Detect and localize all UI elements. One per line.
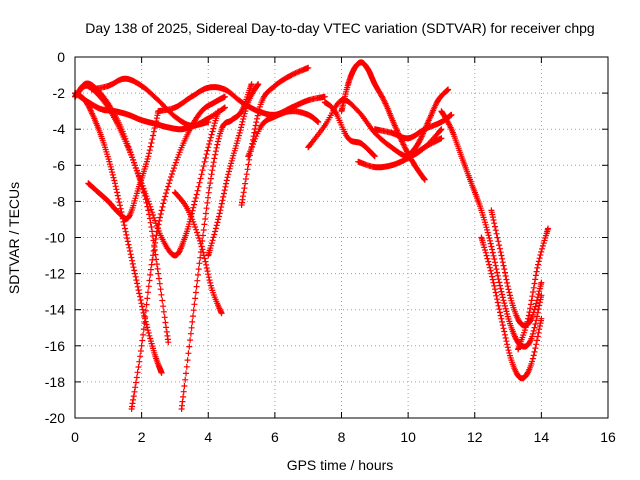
y-tick-label: -10 xyxy=(45,230,65,246)
series-arc-16 xyxy=(338,59,428,183)
series-arc-22 xyxy=(515,225,551,353)
y-tick-label: -2 xyxy=(53,85,66,101)
x-tick-label: 2 xyxy=(138,429,146,445)
x-tick-label: 10 xyxy=(400,429,416,445)
y-tick-label: 0 xyxy=(57,49,65,65)
x-tick-label: 6 xyxy=(271,429,279,445)
series-arc-23 xyxy=(488,207,545,329)
plus-markers xyxy=(205,81,262,259)
y-tick-label: -14 xyxy=(45,302,65,318)
series-arc-11 xyxy=(205,81,262,259)
plus-markers xyxy=(85,108,162,222)
series-arc-7 xyxy=(128,93,228,412)
plus-markers xyxy=(128,93,228,412)
x-axis-ticks: 0 2 4 6 8 10 12 14 16 xyxy=(71,57,616,445)
y-tick-label: -4 xyxy=(53,121,66,137)
plus-markers xyxy=(171,189,225,317)
plus-markers xyxy=(405,86,452,160)
series-arc-19 xyxy=(405,86,452,160)
plus-markers xyxy=(488,207,545,329)
series-arc-10 xyxy=(171,189,225,317)
x-tick-label: 4 xyxy=(204,429,212,445)
chart-title: Day 138 of 2025, Sidereal Day-to-day VTE… xyxy=(85,20,594,36)
y-axis-label: SDTVAR / TECUs xyxy=(6,182,22,294)
y-tick-label: -8 xyxy=(53,193,66,209)
x-tick-label: 16 xyxy=(600,429,616,445)
plus-markers xyxy=(355,135,445,171)
x-tick-label: 0 xyxy=(71,429,79,445)
x-tick-label: 14 xyxy=(534,429,550,445)
y-tick-label: -12 xyxy=(45,266,65,282)
x-axis-label: GPS time / hours xyxy=(287,457,394,473)
y-tick-label: -16 xyxy=(45,338,65,354)
series-arc-13 xyxy=(245,108,322,160)
series-arc-17 xyxy=(355,135,445,171)
y-tick-label: -6 xyxy=(53,157,66,173)
plot-area-border xyxy=(74,56,609,419)
y-tick-label: -20 xyxy=(45,410,65,426)
x-tick-label: 12 xyxy=(467,429,483,445)
data-points xyxy=(72,59,551,412)
x-tick-label: 8 xyxy=(338,429,346,445)
y-tick-label: -18 xyxy=(45,374,65,390)
series-arc-6 xyxy=(85,108,162,222)
plus-markers xyxy=(515,225,551,353)
y-axis-ticks: 0 -2 -4 -6 -8 -10 -12 -14 -16 -18 -20 xyxy=(45,49,608,426)
plus-markers xyxy=(245,108,322,160)
plus-markers xyxy=(338,59,428,183)
plus-markers xyxy=(478,234,545,382)
series-arc-21 xyxy=(478,234,545,382)
